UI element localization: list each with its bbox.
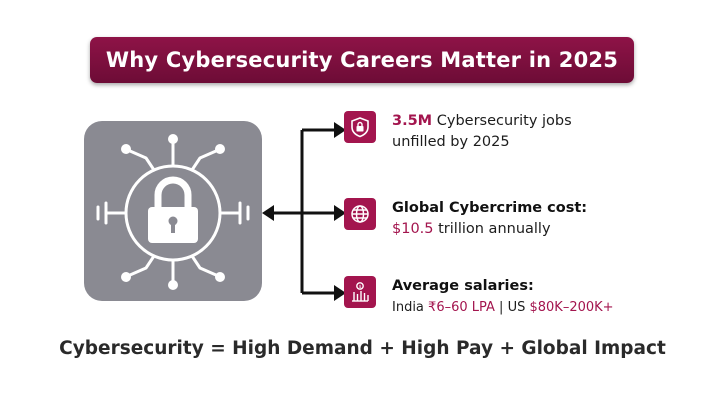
stat-item-jobs: 3.5M Cybersecurity jobs unfilled by 2025	[344, 111, 572, 153]
india-salary-value: ₹6–60 LPA	[428, 300, 495, 315]
us-label: US	[507, 300, 530, 315]
jobs-text-line1: Cybersecurity jobs	[432, 113, 572, 129]
salaries-values: India ₹6–60 LPA | US $80K–200K+	[392, 300, 614, 315]
cybercrime-value: $10.5	[392, 221, 434, 237]
page-title: Why Cybersecurity Careers Matter in 2025	[105, 48, 619, 72]
india-label: India	[392, 300, 429, 315]
stat-text-jobs: 3.5M Cybersecurity jobs unfilled by 2025	[392, 111, 572, 153]
jobs-highlight: 3.5M	[392, 113, 433, 129]
lock-circuit-panel	[84, 121, 262, 301]
salary-chart-icon: $	[344, 276, 376, 308]
cybercrime-heading: Global Cybercrime cost:	[392, 200, 588, 216]
jobs-text-line2: unfilled by 2025	[392, 134, 510, 150]
title-banner: Why Cybersecurity Careers Matter in 2025	[90, 37, 634, 83]
stat-item-cybercrime: Global Cybercrime cost: $10.5 trillion a…	[344, 198, 587, 240]
globe-icon	[344, 198, 376, 230]
stat-text-salaries: Average salaries: India ₹6–60 LPA | US $…	[392, 276, 614, 318]
padlock-circuit-icon	[84, 121, 262, 301]
stat-item-salaries: $ Average salaries: India ₹6–60 LPA | US…	[344, 276, 614, 318]
salaries-heading: Average salaries:	[392, 278, 534, 294]
salary-separator: |	[494, 300, 508, 315]
shield-lock-icon	[344, 111, 376, 143]
arrow-bracket-icon	[262, 122, 346, 301]
bracket-connector	[262, 110, 350, 310]
stat-text-cybercrime: Global Cybercrime cost: $10.5 trillion a…	[392, 198, 587, 240]
us-salary-value: $80K–200K+	[529, 300, 614, 315]
cybercrime-suffix: trillion annually	[433, 221, 551, 237]
tagline: Cybersecurity = High Demand + High Pay +…	[59, 338, 666, 359]
svg-text:$: $	[359, 284, 362, 290]
